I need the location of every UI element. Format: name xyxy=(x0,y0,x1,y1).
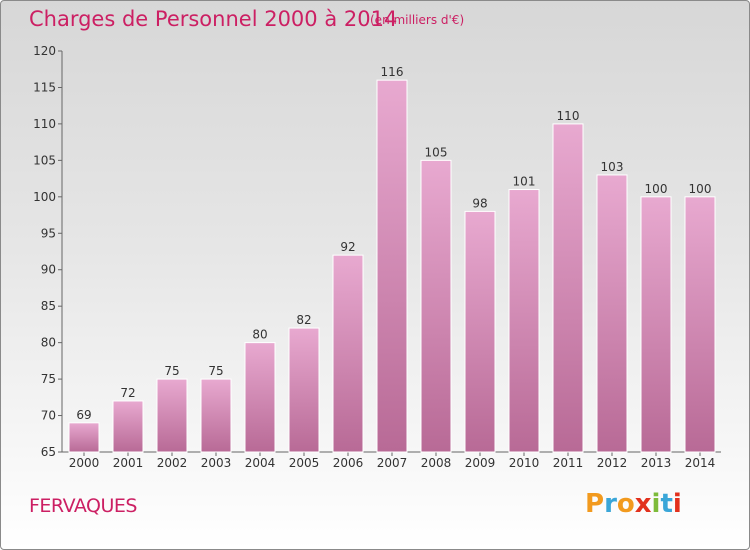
axes: 65 70 75 80 85 90 95 100 105 110 115 120 2000 2001 200… xyxy=(33,44,721,470)
data-label: 80 xyxy=(252,328,267,342)
x-tick-label: 2008 xyxy=(421,456,452,470)
y-tick-label: 90 xyxy=(41,263,56,277)
y-tick-label: 120 xyxy=(33,44,56,58)
data-labels: 69 72 75 75 80 82 92 116 105 98 101 110 103 100 100 xyxy=(76,65,711,422)
data-label: 100 xyxy=(689,182,712,196)
data-label: 100 xyxy=(645,182,668,196)
x-tick-label: 2005 xyxy=(289,456,320,470)
x-tick-label: 2012 xyxy=(597,456,628,470)
logo-letter: P xyxy=(585,489,605,519)
x-tick-label: 2014 xyxy=(685,456,716,470)
chart-title: Charges de Personnel 2000 à 2014 xyxy=(29,7,398,31)
bar xyxy=(156,378,188,453)
x-tick-label: 2007 xyxy=(377,456,408,470)
logo-letter: t xyxy=(660,489,673,519)
proxiti-logo: Proxiti xyxy=(585,489,682,519)
data-label: 69 xyxy=(76,408,91,422)
bar xyxy=(508,189,540,453)
y-tick-label: 70 xyxy=(41,409,56,423)
logo-letter: o xyxy=(616,489,635,519)
data-label: 98 xyxy=(472,196,487,210)
y-tick-label: 75 xyxy=(41,372,56,386)
y-tick-label: 65 xyxy=(41,445,56,459)
bar xyxy=(288,327,320,453)
bar xyxy=(552,123,584,453)
bar xyxy=(332,254,364,453)
data-label: 75 xyxy=(164,364,179,378)
data-label: 116 xyxy=(381,65,404,79)
bar xyxy=(68,422,100,453)
y-tick-label: 85 xyxy=(41,299,56,313)
x-tick-label: 2013 xyxy=(641,456,672,470)
y-tick-label: 105 xyxy=(33,153,56,167)
y-tick-label: 80 xyxy=(41,336,56,350)
logo-letter: x xyxy=(634,489,652,519)
x-tick-label: 2004 xyxy=(245,456,276,470)
bar xyxy=(112,400,144,453)
x-tick-label: 2006 xyxy=(333,456,364,470)
bar xyxy=(376,79,408,453)
data-label: 75 xyxy=(208,364,223,378)
logo-letter: r xyxy=(604,489,617,519)
logo-letter: i xyxy=(672,489,682,519)
commune-name: FERVAQUES xyxy=(29,495,137,517)
bar xyxy=(420,159,452,453)
x-tick-label: 2001 xyxy=(113,456,144,470)
y-tick-label: 95 xyxy=(41,226,56,240)
bars xyxy=(68,79,716,453)
logo-letter: i xyxy=(651,489,661,519)
bar xyxy=(200,378,232,453)
bar xyxy=(464,210,496,453)
data-label: 82 xyxy=(296,313,311,327)
y-tick-label: 110 xyxy=(33,117,56,131)
x-tick-label: 2010 xyxy=(509,456,540,470)
data-label: 101 xyxy=(513,175,536,189)
bar xyxy=(244,342,276,453)
chart-subtitle: (en milliers d'€) xyxy=(370,13,465,27)
data-label: 105 xyxy=(425,145,448,159)
bar xyxy=(684,196,716,453)
data-label: 103 xyxy=(601,160,624,174)
x-tick-label: 2009 xyxy=(465,456,496,470)
data-label: 72 xyxy=(120,386,135,400)
y-tick-label: 115 xyxy=(33,80,56,94)
x-tick-label: 2003 xyxy=(201,456,232,470)
y-tick-label: 100 xyxy=(33,190,56,204)
bar xyxy=(596,174,628,453)
x-tick-label: 2002 xyxy=(157,456,188,470)
x-tick-label: 2000 xyxy=(69,456,100,470)
data-label: 110 xyxy=(557,109,580,123)
bar xyxy=(640,196,672,453)
x-tick-label: 2011 xyxy=(553,456,584,470)
data-label: 92 xyxy=(340,240,355,254)
